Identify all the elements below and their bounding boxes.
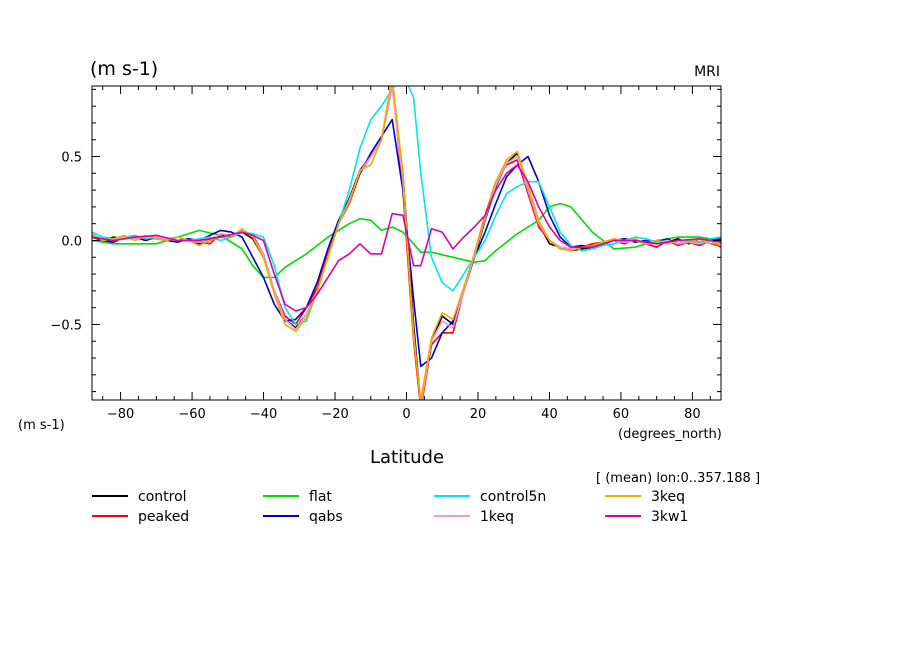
series-line-flat: [92, 202, 721, 279]
y-tick-label: 0.5: [61, 151, 82, 166]
legend-label: flat: [309, 489, 332, 505]
chart-unit-title: (m s-1): [90, 58, 158, 80]
legend-label: qabs: [309, 509, 343, 525]
x-axis-unit: (degrees_north): [618, 427, 722, 442]
x-tick-label: 40: [541, 407, 558, 422]
x-tick-label: −80: [107, 407, 134, 422]
series-layer: [92, 86, 721, 400]
ticks-layer: −80 −60 −40 −20 0 20 40 60 80 −0.5 0.0 0.5: [50, 86, 721, 422]
legend-label: control5n: [480, 489, 546, 505]
legend-label: peaked: [138, 509, 189, 525]
legend: control peaked flat qabs control5n 1keq 3keq 3k…: [92, 489, 688, 525]
averaging-note: [ (mean) lon:0..357.188 ]: [596, 471, 760, 486]
series-line-peaked: [92, 86, 721, 400]
x-tick-label: 20: [470, 407, 487, 422]
x-tick-label: −40: [250, 407, 277, 422]
x-tick-label: 80: [684, 407, 701, 422]
y-tick-label: −0.5: [50, 318, 82, 333]
series-line-3kw1: [92, 164, 721, 312]
series-line-3keq: [92, 86, 721, 400]
series-line-control5n: [92, 86, 721, 326]
x-tick-label: 60: [613, 407, 630, 422]
x-tick-label: 0: [402, 407, 410, 422]
plot-frame: [91, 85, 722, 401]
y-tick-label: 0.0: [61, 234, 82, 249]
legend-label: 1keq: [480, 509, 514, 525]
legend-label: 3keq: [651, 489, 685, 505]
x-axis-label: Latitude: [370, 447, 444, 468]
legend-label: 3kw1: [651, 509, 688, 525]
x-tick-label: −20: [321, 407, 348, 422]
legend-label: control: [138, 489, 187, 505]
x-tick-label: −60: [178, 407, 205, 422]
chart-source-label: MRI: [694, 64, 720, 80]
y-axis-label: (m s-1): [18, 418, 65, 433]
